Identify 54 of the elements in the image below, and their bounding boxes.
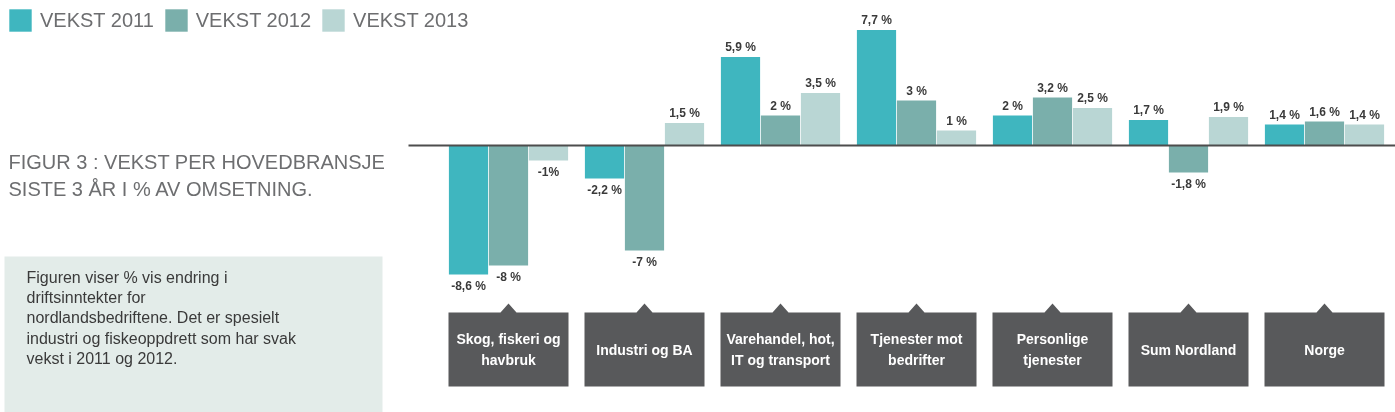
data-label: 3 % <box>906 83 928 98</box>
text: FIGUR 3 : VEKST PER HOVEDBRANSJE SISTE 3 ÅR I % AV OMSETNING. <box>8 150 385 200</box>
data-label: 2 % <box>770 98 792 113</box>
data-label: -8,6 % <box>451 278 487 293</box>
x-tick-label: Sum Nordland <box>1140 341 1237 358</box>
data-label: 5,9 % <box>725 40 757 54</box>
bar <box>1208 117 1249 146</box>
data-label: -7 % <box>632 254 658 269</box>
bar <box>664 123 705 146</box>
data-label: -2,2 % <box>587 182 623 197</box>
bar <box>856 30 897 146</box>
bar <box>624 145 665 251</box>
data-label: -8 % <box>496 269 522 284</box>
bar <box>448 145 489 275</box>
bar <box>1072 108 1113 146</box>
bar <box>800 93 841 146</box>
legend-label: VEKST 2012 <box>195 8 312 32</box>
x-tick-label: Varehandel, hot, IT og transport <box>726 331 835 368</box>
data-label: 1,9 % <box>1213 100 1245 114</box>
bar <box>1344 124 1385 146</box>
x-tick-label: Norge <box>1304 341 1345 358</box>
bar <box>1304 121 1345 146</box>
bar <box>896 100 937 146</box>
data-label: 1 % <box>946 113 968 128</box>
data-label: 1,6 % <box>1309 104 1341 119</box>
data-label: 3,2 % <box>1037 80 1069 95</box>
bar <box>936 130 977 146</box>
bar <box>992 115 1033 146</box>
text: Figuren viser % vis endring i driftsinntekter for nordlandsbedriftene. Det er spesielt industri og fiskeoppdrett som har svak vekst i 2011 og 2012. <box>26 268 297 368</box>
x-tick-label: Tjenester mot bedrifter <box>870 331 963 368</box>
bar <box>488 145 529 266</box>
data-label: 7,7 % <box>861 13 893 27</box>
bar <box>584 145 625 179</box>
x-tick-label: Personlige tjenester <box>1016 331 1089 368</box>
x-tick-label: Skog, fiskeri og havbruk <box>456 331 561 368</box>
bar <box>528 145 569 161</box>
x-tick-label: Industri og BA <box>596 341 693 358</box>
data-label: -1% <box>537 164 560 179</box>
bar <box>1032 97 1073 146</box>
bar <box>1128 120 1169 146</box>
data-label: 2 % <box>1002 98 1024 113</box>
data-label: 1,4 % <box>1269 107 1301 122</box>
data-label: -1,8 % <box>1171 176 1207 191</box>
data-label: 1,5 % <box>669 106 701 120</box>
bar <box>720 57 761 146</box>
data-label: 2,5 % <box>1077 91 1109 105</box>
legend-label: VEKST 2013 <box>353 8 469 32</box>
data-label: 1,7 % <box>1133 103 1165 117</box>
legend-label: VEKST 2011 <box>40 8 154 32</box>
data-label: 3,5 % <box>805 76 837 90</box>
bar <box>1264 124 1305 146</box>
bar <box>760 115 801 146</box>
bar <box>1168 145 1209 173</box>
data-label: 1,4 % <box>1349 107 1381 122</box>
